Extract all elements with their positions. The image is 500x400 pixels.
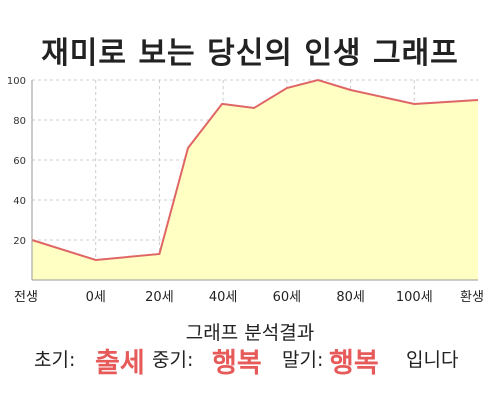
- analysis-title: 그래프 분석결과: [185, 322, 315, 344]
- y-tick-labels: 20 40 60 80 100: [7, 76, 26, 247]
- late-value: 행복: [329, 348, 379, 379]
- y-tick-label: 60: [13, 156, 26, 167]
- x-tick-label: 환생: [460, 290, 484, 305]
- middle-label: 중기:: [152, 349, 194, 371]
- series-line: [31, 78, 479, 262]
- middle-value: 행복: [212, 348, 262, 379]
- y-tick-label: 40: [13, 196, 26, 207]
- early-label: 초기:: [34, 349, 76, 371]
- x-tick-label: 40세: [209, 290, 238, 305]
- chart-title: 재미로 보는 당신의 인생 그래프: [41, 36, 459, 71]
- ending-text: 입니다: [406, 349, 459, 371]
- y-tick-label: 100: [7, 76, 26, 87]
- y-tick-label: 80: [13, 116, 26, 127]
- y-tick-label: 20: [13, 236, 26, 247]
- series-area: [32, 80, 478, 280]
- x-tick-label: 80세: [336, 290, 365, 305]
- axis-lines: [31, 80, 478, 281]
- early-value: 출세: [95, 348, 145, 379]
- x-tick-label: 100세: [396, 290, 433, 305]
- late-label: 말기:: [282, 349, 324, 371]
- x-tick-label: 0세: [86, 290, 106, 305]
- x-tick-label: 60세: [273, 290, 302, 305]
- x-tick-label: 20세: [145, 290, 174, 305]
- x-tick-label: 전생: [14, 290, 38, 305]
- x-tick-labels: 전생 0세 20세 40세 60세 80세 100세 환생: [14, 290, 484, 305]
